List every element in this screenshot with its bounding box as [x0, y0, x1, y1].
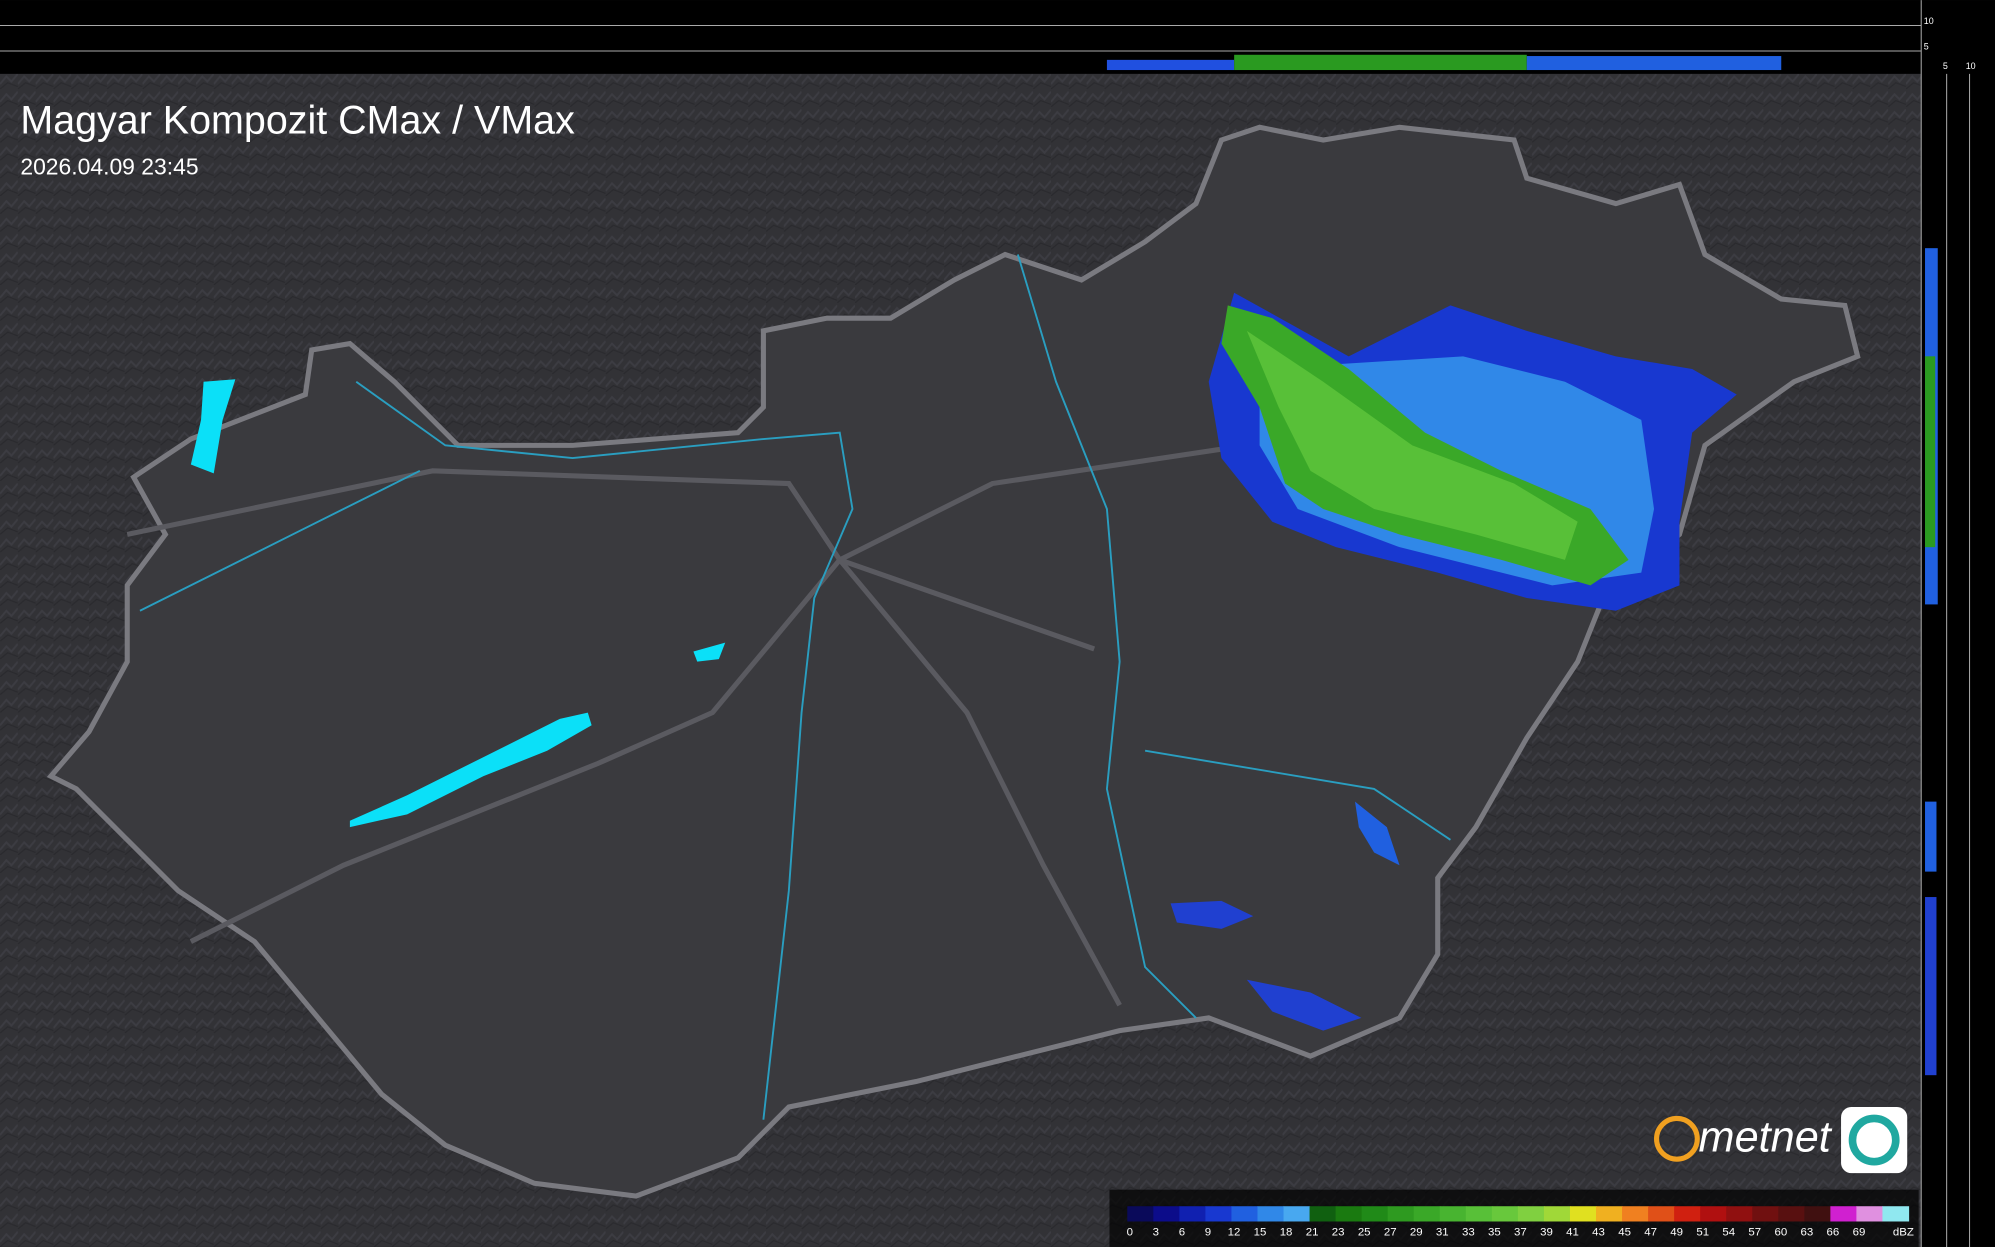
profile-label: 5 [1943, 61, 1948, 71]
legend-swatch [1387, 1206, 1415, 1222]
title: Magyar Kompozit CMax / VMax [20, 99, 575, 143]
profile-label: 5 [1924, 42, 1929, 52]
legend-swatch [1882, 1206, 1910, 1222]
legend-label: 43 [1592, 1226, 1605, 1238]
legend-swatch [1127, 1206, 1154, 1222]
legend-swatch [1804, 1206, 1831, 1222]
legend-swatch [1465, 1206, 1493, 1222]
legend-swatch [1517, 1206, 1545, 1222]
legend-label: 23 [1332, 1226, 1345, 1238]
profile-echo [1925, 897, 1937, 1076]
legend-label: 18 [1280, 1226, 1293, 1238]
profile-echo [1925, 801, 1937, 872]
logo-icon [1848, 1114, 1900, 1166]
legend-swatch [1491, 1206, 1519, 1222]
legend-swatch [1205, 1206, 1233, 1222]
profile-echo [1234, 54, 1527, 71]
legend-label: 63 [1800, 1226, 1813, 1238]
legend-scale: 0 3 6 9 12 15 18 21 23 25 27 29 31 33 35 37 39 41 43 45 47 49… [1127, 1206, 1914, 1238]
legend-label: 69 [1853, 1226, 1866, 1238]
legend-label: 0 [1127, 1226, 1133, 1238]
legend-label: 49 [1670, 1226, 1683, 1238]
legend-label: 9 [1205, 1226, 1211, 1238]
legend-label: 15 [1254, 1226, 1267, 1238]
legend-label: 57 [1748, 1226, 1761, 1238]
logo-sun [1654, 1115, 1700, 1162]
legend-swatch [1700, 1206, 1727, 1222]
logo: metnet [1654, 1106, 1908, 1174]
legend-label: 41 [1566, 1226, 1579, 1238]
logo-text: metnet [1699, 1114, 1833, 1162]
radar-echoes [1170, 292, 1737, 1031]
legend-swatch [1752, 1206, 1779, 1222]
profile-label: 10 [1966, 61, 1976, 71]
legend-swatch [1283, 1206, 1311, 1222]
legend-label: 35 [1488, 1226, 1501, 1238]
legend-label: 66 [1827, 1226, 1840, 1238]
legend-label: 47 [1644, 1226, 1657, 1238]
profile-labels: 10 5 5 10 [1924, 16, 1976, 71]
legend-swatch [1830, 1206, 1858, 1222]
profile-label: 10 [1924, 16, 1934, 26]
legend-swatch [1648, 1206, 1675, 1222]
legend-swatch [1257, 1206, 1285, 1222]
legend-label: 6 [1179, 1226, 1185, 1238]
legend-unit: dBZ [1893, 1226, 1914, 1238]
legend-swatch [1153, 1206, 1180, 1222]
legend-label: 29 [1410, 1226, 1423, 1238]
legend-label: 54 [1722, 1226, 1735, 1238]
legend-label: 21 [1306, 1226, 1319, 1238]
legend-swatch [1309, 1206, 1337, 1222]
legend-label: 27 [1384, 1226, 1397, 1238]
legend-label: 31 [1436, 1226, 1449, 1238]
lakes [190, 379, 726, 828]
legend-swatch [1596, 1206, 1623, 1222]
legend-swatch [1726, 1206, 1753, 1222]
legend-label: 39 [1540, 1226, 1553, 1238]
legend-swatch [1231, 1206, 1259, 1222]
profile-echo [1925, 356, 1936, 548]
legend-swatch [1413, 1206, 1441, 1222]
rivers [139, 254, 1451, 1120]
legend-label: 60 [1774, 1226, 1787, 1238]
legend-label: 45 [1618, 1226, 1631, 1238]
legend-label: 37 [1514, 1226, 1527, 1238]
legend-swatch [1622, 1206, 1649, 1222]
legend-swatch [1335, 1206, 1363, 1222]
legend-swatch [1439, 1206, 1467, 1222]
profile-echo [1106, 59, 1235, 71]
legend-label: 33 [1462, 1226, 1475, 1238]
timestamp: 2026.04.09 23:45 [20, 153, 198, 179]
legend-label: 3 [1153, 1226, 1159, 1238]
legend-swatch [1674, 1206, 1701, 1222]
legend-swatch [1179, 1206, 1207, 1222]
legend-swatch [1778, 1206, 1805, 1222]
profile-echo [1526, 56, 1782, 71]
legend-label: 51 [1696, 1226, 1709, 1238]
legend-swatch [1856, 1206, 1884, 1222]
legend-swatch [1569, 1206, 1597, 1222]
legend-label: 25 [1358, 1226, 1371, 1238]
roads [126, 442, 1451, 1007]
legend-swatch [1543, 1206, 1571, 1222]
legend-label: 12 [1228, 1226, 1241, 1238]
legend-swatch [1361, 1206, 1389, 1222]
